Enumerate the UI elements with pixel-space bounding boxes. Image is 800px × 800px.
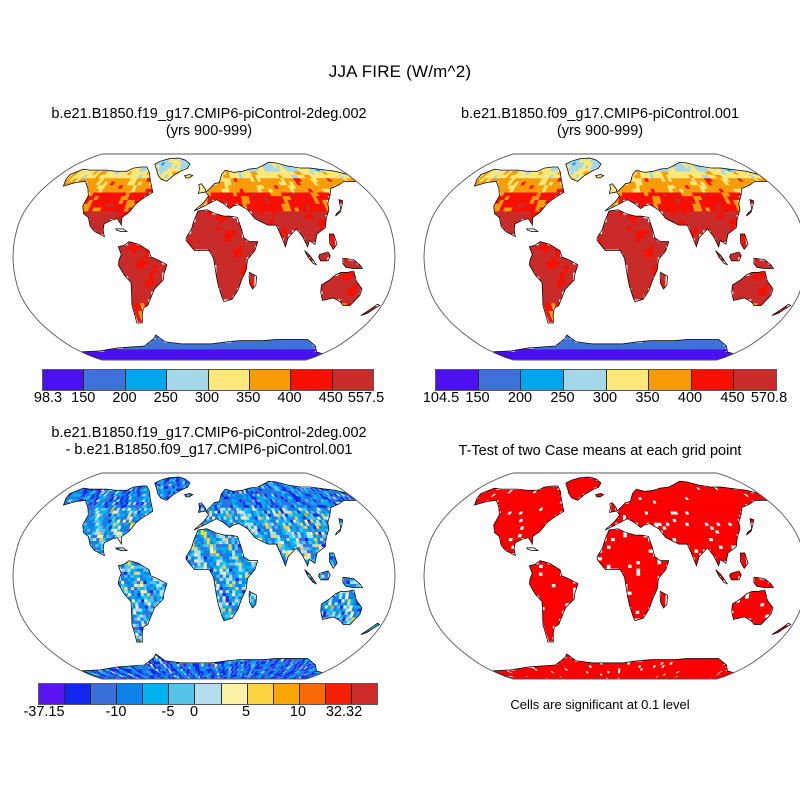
coastlines [62, 157, 381, 360]
colorbar-segment [691, 370, 735, 390]
colorbar-strip [42, 369, 374, 391]
colorbar-tick-label: 350 [635, 390, 660, 406]
colorbar-segment [169, 684, 196, 704]
colorbar-tick-label: 250 [550, 390, 575, 406]
map-case1 [9, 148, 399, 366]
colorbar-tick-label: -37.15 [23, 704, 65, 720]
colorbar-segment [117, 684, 144, 704]
projection-outline [423, 153, 800, 361]
panel-difference-title: b.e21.B1850.f19_g17.CMIP6-piControl-2deg… [51, 425, 367, 458]
colorbar-segment [291, 370, 333, 390]
colorbar-segment [208, 370, 250, 390]
figure-title: JJA FIRE (W/m^2) [328, 62, 472, 81]
colorbar-segment [143, 684, 170, 704]
colorbar-segment [249, 370, 292, 390]
colorbar-tick-label: 10 [289, 704, 307, 720]
coastlines [473, 157, 792, 360]
colorbar-segment [325, 684, 352, 704]
colorbar-tick-label: 557.5 [347, 390, 385, 406]
colorbar-tick-label: 5 [241, 704, 251, 720]
colorbar-segment [91, 684, 118, 704]
colorbar-segment [521, 370, 564, 390]
colorbar-tick-label: -5 [161, 704, 175, 720]
colorbar-ticks: -37.15 -10 -5 0 5 10 32.32 [23, 704, 376, 724]
colorbar-segment [65, 684, 92, 704]
colorbar-segment [299, 684, 326, 704]
map-canvas-absolute [12, 153, 396, 361]
colorbar-tick-label: 98.3 [33, 390, 63, 406]
colorbar-strip [38, 683, 378, 705]
coastlines [473, 476, 792, 679]
panel-ttest-title: T-Test of two Case means at each grid po… [458, 443, 742, 459]
colorbar-tick-label: 450 [720, 390, 745, 406]
coastlines [62, 476, 381, 679]
projection-outline [12, 472, 396, 680]
colorbar-tick-label: 200 [507, 390, 533, 406]
colorbar-segment [332, 370, 373, 390]
colorbar-tick-label: 570.8 [750, 390, 788, 406]
colorbar-segment [247, 684, 274, 704]
colorbar-strip [435, 369, 777, 391]
colorbar-segment [478, 370, 522, 390]
panel-case1: b.e21.B1850.f19_g17.CMIP6-piControl-2deg… [0, 106, 418, 406]
map-ttest [420, 467, 800, 685]
panel-case1-title: b.e21.B1850.f19_g17.CMIP6-piControl-2deg… [51, 106, 367, 139]
colorbar-tick-label: 200 [112, 390, 137, 406]
panel-ttest: T-Test of two Case means at each grid po… [400, 425, 800, 735]
colorbar-segment [221, 684, 248, 704]
projection-outline [423, 472, 800, 680]
colorbar-tick-label: 104.5 [422, 390, 460, 406]
colorbar-segment [273, 684, 300, 704]
colorbar-tick-label: 300 [194, 390, 220, 406]
data-cells [474, 476, 789, 679]
significance-note: Cells are significant at 0.1 level [510, 697, 690, 712]
map-case2 [420, 148, 800, 366]
colorbar-tick-label: 350 [236, 390, 261, 406]
colorbar-segment [84, 370, 126, 390]
colorbar-tick-label: 400 [677, 390, 703, 406]
panel-case2-title: b.e21.B1850.f09_g17.CMIP6-piControl.001 … [460, 106, 740, 139]
projection-outline [12, 153, 396, 361]
colorbar-segment [39, 684, 66, 704]
colorbar-segment [351, 684, 378, 704]
colorbar-segment [563, 370, 607, 390]
colorbar-segment [606, 370, 650, 390]
map-canvas-significance [423, 472, 800, 680]
colorbar-segment [167, 370, 209, 390]
colorbar-tick-label: 150 [71, 390, 96, 406]
colorbar-tick-label: -10 [105, 704, 127, 720]
data-cells [63, 157, 378, 360]
colorbar-ticks: 104.5 150 200 250 300 350 400 450 570.8 [423, 390, 787, 410]
panel-difference: b.e21.B1850.f19_g17.CMIP6-piControl-2deg… [0, 425, 418, 735]
colorbar-tick-label: 400 [277, 390, 302, 406]
colorbar-tick-label: 150 [465, 390, 490, 406]
colorbar-segment [195, 684, 222, 704]
panel-case2: b.e21.B1850.f09_g17.CMIP6-piControl.001 … [400, 106, 800, 406]
map-difference [9, 467, 399, 685]
colorbar-tick-label: 32.32 [325, 704, 363, 720]
colorbar-segment [734, 370, 776, 390]
data-cells [474, 157, 789, 360]
colorbar-tick-label: 0 [189, 704, 199, 720]
colorbar-segment [436, 370, 479, 390]
colorbar-segment [125, 370, 168, 390]
colorbar-segment [649, 370, 692, 390]
map-canvas-absolute [423, 153, 800, 361]
colorbar-tick-label: 250 [153, 390, 178, 406]
colorbar-ticks: 98.3 150 200 250 300 350 400 450 557.5 [34, 390, 384, 410]
colorbar-tick-label: 300 [592, 390, 618, 406]
colorbar-segment [43, 370, 85, 390]
colorbar-tick-label: 450 [318, 390, 343, 406]
map-canvas-difference [12, 472, 396, 680]
